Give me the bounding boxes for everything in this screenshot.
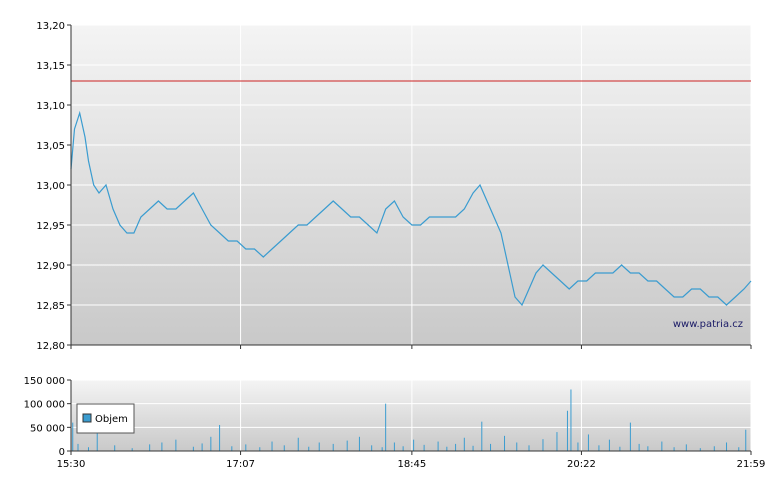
price-line [70, 110, 752, 307]
price-y-tick-label: 12,90 [36, 261, 65, 272]
x-tick-label: 18:45 [397, 459, 426, 470]
volume-axes [67, 379, 752, 455]
price-y-tick-label: 13,10 [36, 101, 65, 112]
x-tick-label: 21:59 [737, 459, 766, 470]
volume-y-tick-label: 0 [59, 447, 65, 458]
price-y-tick-labels: 13,20 13,15 13,10 13,05 13,00 12,95 12,90 12,85… [36, 21, 65, 352]
price-y-tick-label: 13,20 [36, 21, 65, 32]
volume-y-tick-labels: 150 000 100 000 50 000 0 [24, 376, 65, 458]
volume-bars [72, 389, 747, 451]
volume-panel: 150 000 100 000 50 000 0 15:30 17:07 18:45 20:… [24, 376, 766, 470]
x-tick-label: 20:22 [567, 459, 596, 470]
price-y-tick-label: 13,15 [36, 61, 65, 72]
volume-y-tick-label: 100 000 [24, 400, 65, 411]
price-y-tick-label: 13,00 [36, 181, 65, 192]
volume-y-tick-label: 150 000 [24, 376, 65, 387]
price-axes [67, 24, 752, 349]
x-tick-label: 17:07 [226, 459, 255, 470]
watermark: www.patria.cz [673, 319, 743, 330]
price-y-tick-label: 13,05 [36, 141, 65, 152]
volume-legend: Objem [76, 403, 135, 434]
volume-legend-swatch [82, 413, 92, 423]
x-tick-label: 15:30 [57, 459, 86, 470]
price-y-tick-label: 12,85 [36, 301, 65, 312]
price-panel: 13,20 13,15 13,10 13,05 13,00 12,95 12,90 12,85… [36, 21, 752, 352]
price-y-tick-label: 12,95 [36, 221, 65, 232]
x-tick-labels: 15:30 17:07 18:45 20:22 21:59 [57, 459, 766, 470]
price-y-tick-label: 12,80 [36, 341, 65, 352]
volume-legend-label: Objem [95, 414, 128, 425]
volume-plot-background [71, 380, 751, 451]
volume-y-tick-label: 50 000 [30, 423, 65, 434]
